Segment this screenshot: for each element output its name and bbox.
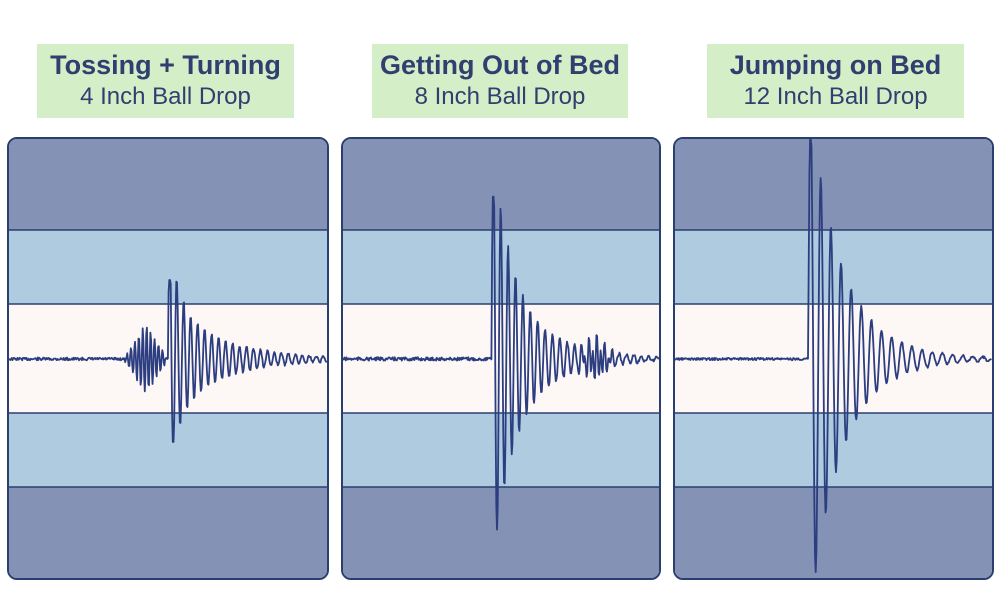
panel-1-label: Tossing + Turning 4 Inch Ball Drop: [37, 44, 294, 118]
band-bottom: [9, 487, 327, 578]
panel-3-title: Jumping on Bed: [729, 50, 942, 80]
panel-1-subtitle: 4 Inch Ball Drop: [80, 83, 251, 110]
band-top: [675, 139, 992, 230]
band-lower: [343, 413, 659, 487]
panel-2-title: Getting Out of Bed: [380, 50, 620, 80]
band-bottom: [675, 487, 992, 578]
waveform-line: [343, 195, 659, 531]
band-bottom: [343, 487, 659, 578]
panel-1-title: Tossing + Turning: [50, 50, 281, 80]
waveform-line: [675, 139, 992, 573]
panel-2-chart: [341, 137, 661, 580]
panel-2-subtitle: 8 Inch Ball Drop: [414, 83, 586, 110]
waveform-line: [9, 279, 327, 443]
panel-1-chart: [7, 137, 329, 580]
panel-3-subtitle: 12 Inch Ball Drop: [743, 83, 928, 110]
band-top: [9, 139, 327, 230]
panel-3-label: Jumping on Bed 12 Inch Ball Drop: [707, 44, 964, 118]
panel-1-svg: [9, 139, 327, 578]
band-lower: [675, 413, 992, 487]
panel-3-svg: [675, 139, 992, 578]
band-upper: [675, 230, 992, 304]
panel-3-chart: [673, 137, 994, 580]
band-lower: [9, 413, 327, 487]
panel-2-label: Getting Out of Bed 8 Inch Ball Drop: [372, 44, 628, 118]
panel-2-svg: [343, 139, 659, 578]
